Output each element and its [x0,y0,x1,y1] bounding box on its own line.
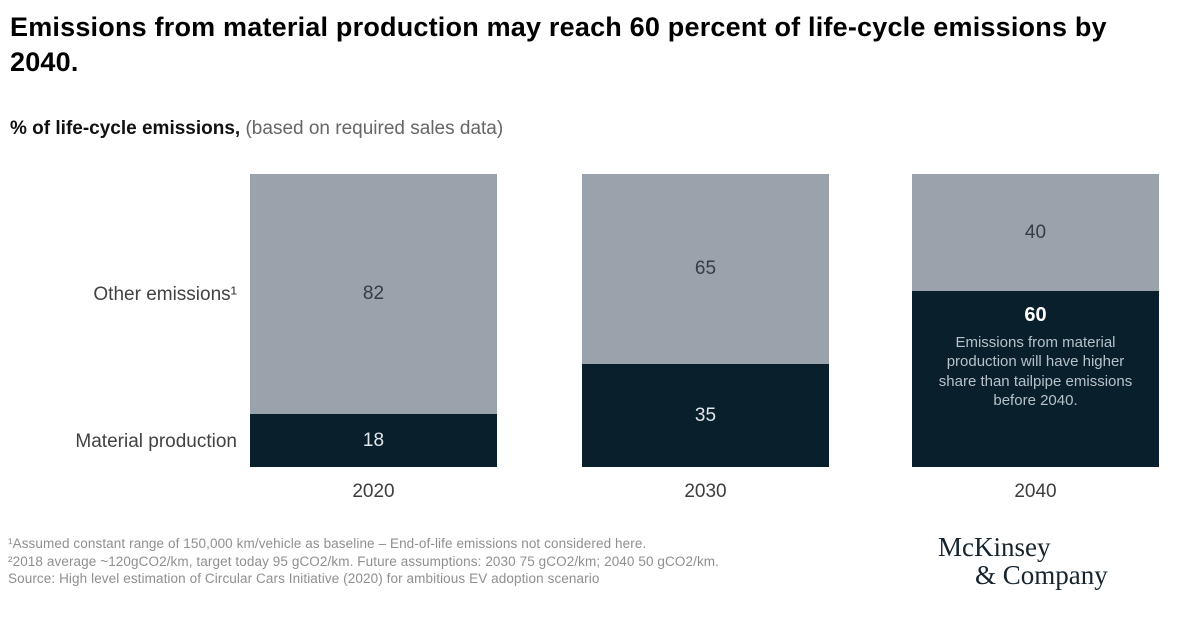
subtitle-qualifier: (based on required sales data) [240,118,504,139]
footnotes: ¹Assumed constant range of 150,000 km/ve… [8,536,719,589]
chart-subtitle: % of life-cycle emissions, (based on req… [10,118,503,140]
series-label-material-production: Material production [75,431,237,452]
bar-2040-other-value: 40 [1024,221,1047,243]
x-axis-label-2030: 2030 [684,481,727,502]
series-label-other-emissions: Other emissions¹ [93,284,237,305]
footnote-1: ¹Assumed constant range of 150,000 km/ve… [8,536,647,551]
x-axis-label-2020: 2020 [352,481,395,502]
bar-2020-material-segment: 18 [250,414,497,467]
mckinsey-logo: McKinsey & Company [938,533,1108,590]
bar-2020-material-value: 18 [362,429,385,451]
bar-2020-other-value: 82 [362,283,385,305]
footnote-2: ²2018 average ~120gCO2/km, target today … [8,553,719,569]
bar-2030-material-value: 35 [694,404,717,426]
bar-2020: 82 18 [250,174,497,467]
logo-line-1: McKinsey [938,532,1051,562]
bar-2030: 65 35 [582,174,829,467]
bar-2030-other-segment: 65 [582,174,829,365]
bar-2030-material-segment: 35 [582,364,829,467]
bar-2020-other-segment: 82 [250,174,497,415]
bar-2040-material-segment: 60 Emissions from material production wi… [912,291,1159,467]
bar-2040: 40 60 Emissions from material production… [912,174,1159,467]
subtitle-unit-label: % of life-cycle emissions, [10,118,241,139]
bar-2040-other-segment: 40 [912,174,1159,292]
x-axis-label-2040: 2040 [1014,481,1057,502]
chart-title: Emissions from material production may r… [10,12,1107,77]
logo-line-2: & Company [975,560,1108,591]
bar-2030-other-value: 65 [694,258,717,280]
footnote-source: Source: High level estimation of Circula… [8,571,600,587]
bar-2040-material-value: 60 [1024,304,1047,327]
bar-2040-annotation: Emissions from material production will … [938,334,1133,409]
